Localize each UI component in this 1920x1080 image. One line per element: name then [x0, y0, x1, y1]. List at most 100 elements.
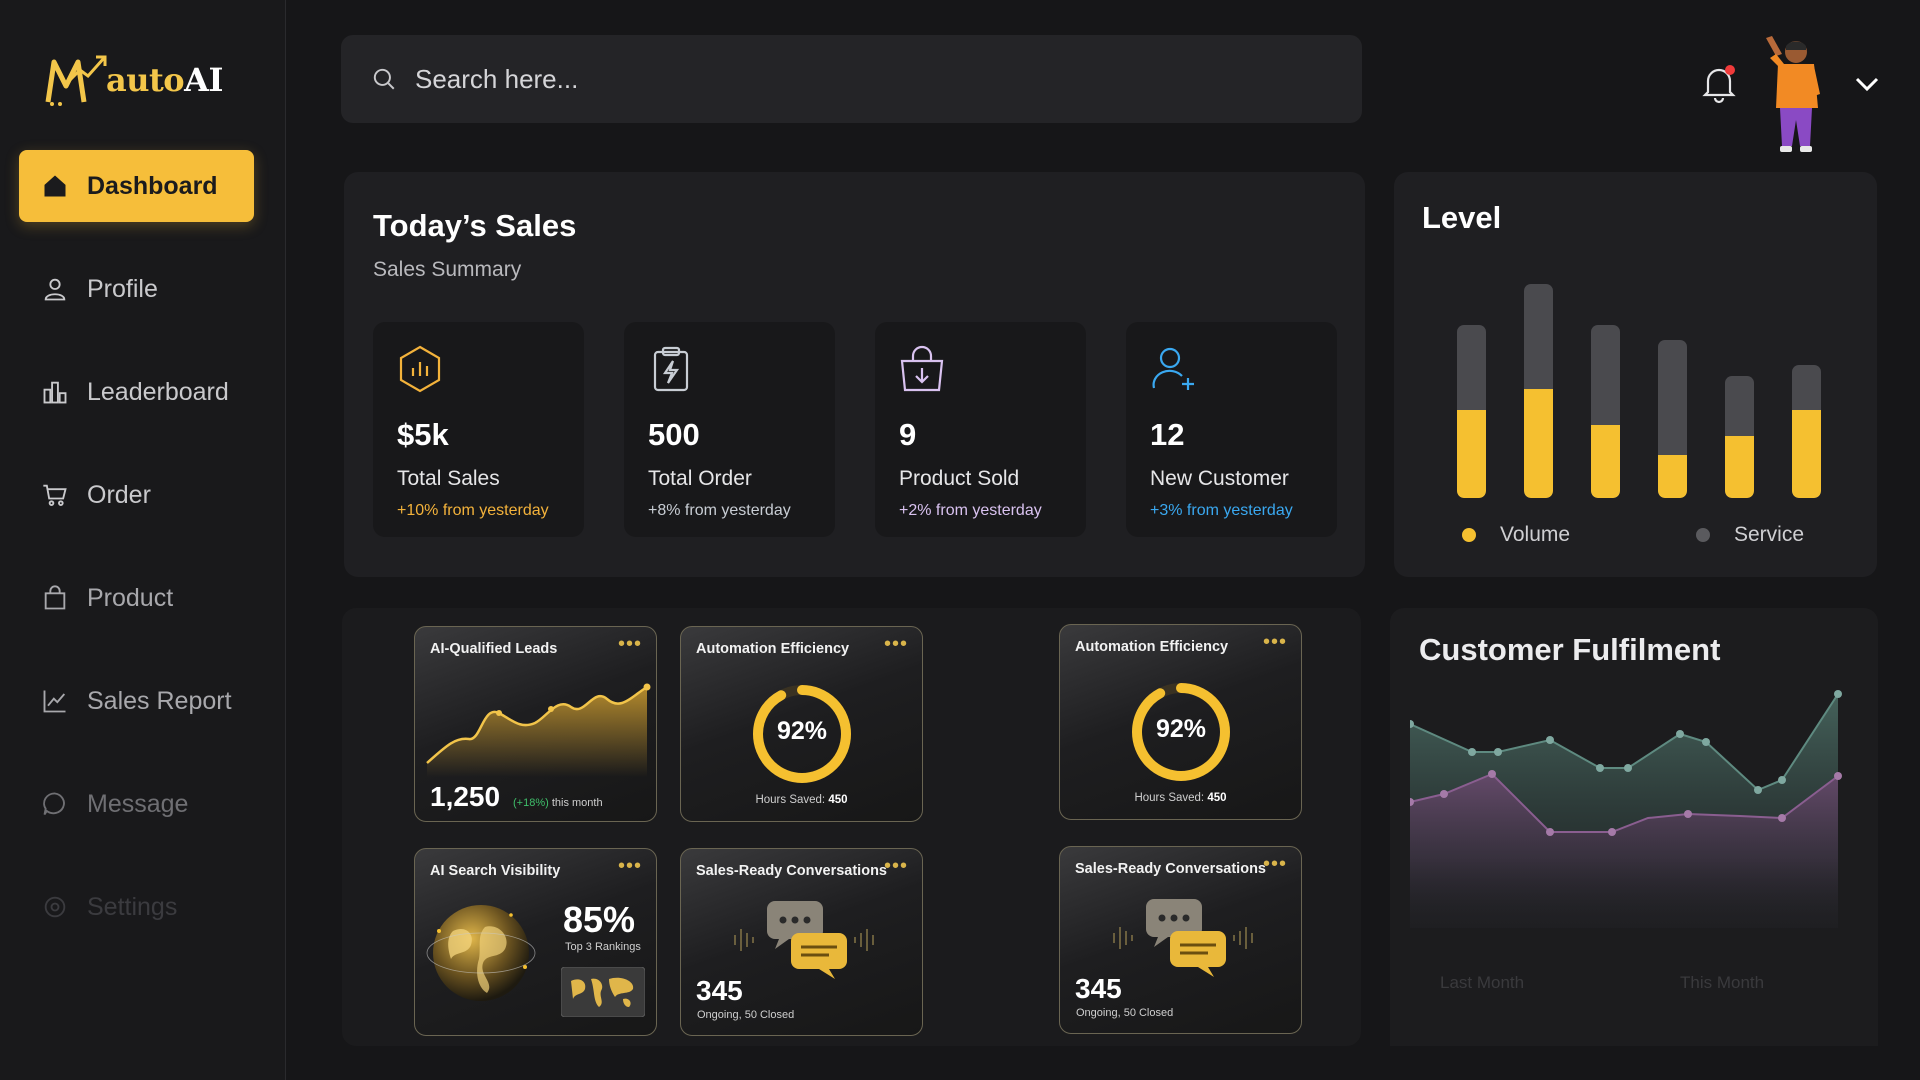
stat-value: $5k [397, 417, 449, 452]
stat-card-new-customer[interactable]: 12 New Customer +3% from yesterday [1126, 322, 1337, 537]
sidebar-item-label: Profile [87, 274, 158, 303]
cf-legend-last-month: Last Month [1440, 973, 1525, 992]
stat-card-total-sales[interactable]: $5k Total Sales +10% from yesterday [373, 322, 584, 537]
cart-icon [43, 484, 67, 506]
stat-value: 9 [899, 417, 917, 452]
level-bar-volume [1524, 389, 1553, 498]
more-options-icon[interactable]: ••• [1262, 631, 1287, 653]
level-bar-volume [1658, 455, 1687, 498]
sidebar-item-leaderboard[interactable]: Leaderboard [19, 356, 254, 428]
widgets-panel: AI-Qualified Leads ••• 1,250 (+18%) this… [342, 608, 1361, 1046]
card-title: AI-Qualified Leads [430, 641, 558, 657]
more-options-icon[interactable]: ••• [883, 855, 908, 877]
sidebar-nav: Dashboard Profile Leaderboard Order Prod… [19, 150, 254, 974]
sidebar-item-label: Leaderboard [87, 377, 229, 406]
level-bar-1 [1457, 325, 1486, 498]
chevron-down-icon[interactable] [1852, 72, 1882, 96]
search-bar[interactable] [341, 35, 1362, 123]
more-options-icon[interactable]: ••• [883, 633, 908, 655]
sales-title: Today’s Sales [373, 208, 577, 243]
sidebar-item-order[interactable]: Order [19, 459, 254, 531]
sidebar-item-label: Dashboard [87, 171, 218, 200]
legend-volume: Volume [1462, 523, 1570, 547]
leads-value: 1,250 [430, 781, 501, 812]
search-input[interactable] [415, 63, 1315, 95]
card-title: AI Search Visibility [430, 863, 561, 879]
visibility-caption: Top 3 Rankings [565, 941, 641, 953]
sidebar-item-label: Product [87, 583, 174, 612]
card-ai-qualified-leads[interactable]: AI-Qualified Leads ••• 1,250 (+18%) this… [414, 626, 657, 822]
level-title: Level [1422, 200, 1502, 235]
stat-label: Product Sold [899, 467, 1020, 490]
cf-fade-overlay [1390, 858, 1878, 1046]
leads-change: (+18%) this month [513, 797, 603, 809]
level-bar-5 [1725, 376, 1754, 498]
sidebar: autoAI Dashboard Profile Leaderboard Ord… [0, 0, 286, 1080]
level-bar-volume [1792, 410, 1821, 498]
add-user-icon [1152, 347, 1194, 390]
more-options-icon[interactable]: ••• [1262, 853, 1287, 875]
message-icon [43, 792, 65, 816]
todays-sales-panel: Today’s Sales Sales Summary $5k Total Sa… [344, 172, 1365, 577]
legend-service: Service [1696, 523, 1804, 547]
level-bar-volume [1591, 425, 1620, 498]
gear-icon [44, 896, 66, 918]
efficiency-percent: 92% [1155, 715, 1207, 743]
logo-text: autoAI [106, 61, 223, 99]
stat-value: 500 [648, 417, 700, 452]
conversations-caption: Ongoing, 50 Closed [1076, 1007, 1174, 1019]
card-title: Automation Efficiency [1075, 639, 1229, 655]
hours-saved: Hours Saved: 450 [1134, 792, 1227, 804]
more-options-icon[interactable]: ••• [617, 855, 642, 877]
conversations-value: 345 [696, 975, 743, 1006]
stat-label: New Customer [1150, 467, 1289, 490]
globe-icon [426, 905, 536, 1001]
leaderboard-icon [43, 381, 67, 404]
shopping-bag-icon [900, 345, 944, 392]
search-icon [373, 68, 395, 90]
stat-change: +2% from yesterday [899, 502, 1042, 519]
sidebar-item-label: Sales Report [87, 686, 232, 715]
level-bar-volume [1457, 410, 1486, 498]
level-bar-6 [1792, 365, 1821, 498]
cf-legend-this-month: This Month [1680, 973, 1765, 992]
card-title: Automation Efficiency [696, 641, 850, 657]
chat-bubbles-icon [734, 901, 874, 979]
sidebar-item-message[interactable]: Message [19, 768, 254, 840]
legend-dot [1696, 528, 1710, 542]
stat-label: Total Sales [397, 467, 500, 490]
sidebar-item-product[interactable]: Product [19, 562, 254, 634]
bag-icon [44, 585, 66, 610]
card-automation-efficiency-2[interactable]: Automation Efficiency ••• 92% Hours Save… [1059, 624, 1302, 820]
conversations-value: 345 [1075, 973, 1122, 1004]
sidebar-item-label: Message [87, 789, 189, 818]
sidebar-item-sales-report[interactable]: Sales Report [19, 665, 254, 737]
card-ai-search-visibility[interactable]: AI Search Visibility ••• 85% Top 3 Ranki… [414, 848, 657, 1036]
chart-line-icon [43, 690, 66, 713]
sidebar-item-dashboard[interactable]: Dashboard [19, 150, 254, 222]
notification-bell-icon[interactable] [1700, 62, 1738, 104]
sidebar-item-settings[interactable]: Settings [19, 871, 254, 943]
more-options-icon[interactable]: ••• [617, 633, 642, 655]
stat-change: +8% from yesterday [648, 502, 791, 519]
sidebar-item-profile[interactable]: Profile [19, 253, 254, 325]
stat-change: +10% from yesterday [397, 502, 549, 519]
card-automation-efficiency[interactable]: Automation Efficiency ••• 92% Hours Save… [680, 626, 923, 822]
efficiency-ring [1132, 683, 1230, 781]
efficiency-ring [753, 685, 851, 783]
level-bar-volume [1725, 436, 1754, 498]
stat-change: +3% from yesterday [1150, 502, 1293, 519]
world-map-icon [561, 967, 645, 1017]
legend-label: Service [1734, 523, 1805, 546]
stat-value: 12 [1150, 417, 1185, 452]
legend-label: Volume [1500, 523, 1571, 546]
stat-card-total-order[interactable]: 500 Total Order +8% from yesterday [624, 322, 835, 537]
level-bar-4 [1658, 340, 1687, 498]
card-sales-ready-conversations-2[interactable]: Sales-Ready Conversations ••• 345 Ongoin… [1059, 846, 1302, 1034]
avatar[interactable] [1756, 36, 1832, 154]
visibility-percent: 85% [563, 899, 636, 940]
brand-logo[interactable]: autoAI [44, 50, 223, 110]
card-sales-ready-conversations[interactable]: Sales-Ready Conversations ••• 345 Ongoin… [680, 848, 923, 1036]
stat-card-product-sold[interactable]: 9 Product Sold +2% from yesterday [875, 322, 1086, 537]
level-bar-2 [1524, 284, 1553, 498]
